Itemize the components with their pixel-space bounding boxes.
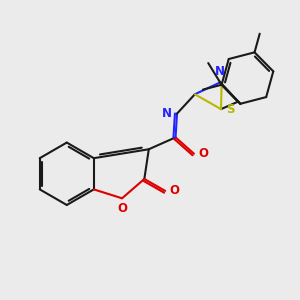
Text: S: S (226, 103, 235, 116)
Text: O: O (169, 184, 180, 197)
Text: N: N (162, 107, 172, 120)
Text: O: O (117, 202, 127, 215)
Text: N: N (215, 65, 225, 78)
Text: O: O (198, 147, 208, 160)
